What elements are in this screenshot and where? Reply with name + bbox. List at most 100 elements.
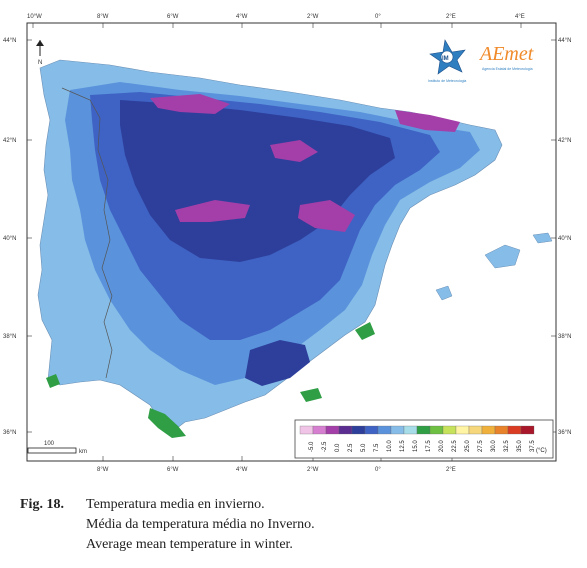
algarve-warm: [46, 374, 60, 388]
central-frost: [175, 200, 250, 222]
caption-line-en: Average mean temperature in winter.: [86, 537, 293, 552]
menorca-island: [532, 232, 553, 244]
scale-label: 100: [44, 441, 55, 447]
legend-label: -5.0: [309, 441, 315, 452]
figure-label: Fig. 18.: [20, 497, 64, 512]
aemet-logo-subtitle: Agencia Estatal de Meteorología: [482, 67, 533, 71]
aemet-logo: AEmet Agencia Estatal de Meteorología: [478, 43, 534, 71]
legend-swatch: [364, 425, 379, 435]
lat-labels-left: 44°N 42°N 40°N 38°N 36°N: [3, 38, 32, 436]
lat-label-right: 42°N: [558, 138, 571, 144]
lon-label-bottom: 0°: [375, 467, 381, 473]
aemet-logo-text: AEmet: [478, 43, 534, 65]
legend-swatch: [442, 425, 457, 435]
legend-swatch: [377, 425, 392, 435]
legend-label: 17.5: [426, 440, 432, 452]
lat-label-right: 36°N: [558, 430, 571, 436]
cantabrian-frost: [150, 94, 230, 114]
lat-label-right: 38°N: [558, 334, 571, 340]
legend-label: 27.5: [478, 440, 484, 452]
legend-swatch: [416, 425, 431, 435]
legend-label: 12.5: [400, 440, 406, 452]
legend-labels: -5.0 -2.5 0.0 2.5 5.0 7.5 10.0 12.5 15.0 17.5 20.0…: [309, 440, 536, 452]
legend-swatch: [507, 425, 522, 435]
legend-swatch: [494, 425, 509, 435]
legend-box: [294, 419, 554, 459]
iberian-frost: [298, 200, 355, 232]
legend-swatch: [299, 425, 314, 435]
lat-label-right: 44°N: [558, 38, 571, 44]
legend-swatch: [403, 425, 418, 435]
legend-label: 2.5: [348, 443, 354, 452]
lon-label-top: 10°W: [27, 14, 42, 20]
south-cold-patch: [245, 340, 310, 386]
legend-label: 32.5: [504, 440, 510, 452]
legend-swatch: [481, 425, 496, 435]
mallorca-island: [484, 244, 521, 269]
caption-line-pt: Média da temperatura média no Inverno.: [86, 517, 315, 532]
lon-label-bottom: 4°W: [236, 467, 248, 473]
legend-label: -2.5: [322, 441, 328, 452]
legend-label: 0.0: [335, 443, 341, 452]
legend-unit: (°C): [536, 448, 547, 454]
legend-swatch: [338, 425, 353, 435]
legend-label: 30.0: [491, 440, 497, 452]
legend-swatch: [325, 425, 340, 435]
lon-label-top: 4°E: [515, 14, 525, 20]
lon-label-bottom: 8°W: [97, 467, 109, 473]
legend-swatch: [520, 425, 535, 435]
scale-bar: 100 km: [27, 441, 87, 455]
lon-label-bottom: 6°W: [167, 467, 179, 473]
legend-swatch: [351, 425, 366, 435]
lon-label-top: 2°W: [307, 14, 319, 20]
lat-label-left: 38°N: [3, 334, 16, 340]
im-logo: IM Instituto de Meteorologia: [428, 39, 466, 83]
im-logo-subtitle: Instituto de Meteorologia: [428, 79, 466, 83]
caption-line-es: Temperatura media en invierno.: [86, 497, 265, 512]
lon-label-top: 0°: [375, 14, 381, 20]
legend-label: 20.0: [439, 440, 445, 452]
legend: -5.0 -2.5 0.0 2.5 5.0 7.5 10.0 12.5 15.0 17.5 20.0…: [294, 419, 554, 459]
legend-swatch: [312, 425, 327, 435]
lon-label-top: 6°W: [167, 14, 179, 20]
legend-label: 7.5: [374, 443, 380, 452]
legend-swatch: [429, 425, 444, 435]
legend-swatch: [468, 425, 483, 435]
north-label: N: [38, 60, 42, 66]
legend-swatch: [390, 425, 405, 435]
im-logo-text: IM: [442, 56, 449, 62]
lat-label-left: 44°N: [3, 38, 16, 44]
lon-label-bottom: 2°E: [446, 467, 456, 473]
cadiz-warm: [148, 408, 186, 438]
pyrenees-frost: [395, 110, 460, 132]
legend-swatches: [299, 425, 535, 435]
iberian-n-frost: [270, 140, 318, 162]
temperature-map: 44°N 42°N 40°N 38°N 36°N 44°N 42°N 40°N 38°N 36°…: [3, 14, 572, 473]
lat-label-right: 40°N: [558, 236, 571, 242]
lat-label-left: 42°N: [3, 138, 16, 144]
legend-label: 22.5: [452, 440, 458, 452]
lon-label-top: 4°W: [236, 14, 248, 20]
lat-label-left: 40°N: [3, 236, 16, 242]
ibiza-island: [435, 285, 453, 301]
legend-label: 37.5: [530, 440, 536, 452]
portugal-border: [61, 87, 113, 379]
lon-label-top: 8°W: [97, 14, 109, 20]
figure-caption: Fig. 18. Temperatura media en invierno. M…: [20, 495, 580, 555]
legend-label: 5.0: [361, 443, 367, 452]
legend-label: 25.0: [465, 440, 471, 452]
legend-label: 10.0: [387, 440, 393, 452]
legend-swatch: [455, 425, 470, 435]
legend-label: 35.0: [517, 440, 523, 452]
lon-labels-top: 10°W 8°W 6°W 4°W 2°W 0° 2°E 4°E: [27, 14, 525, 28]
legend-label: 15.0: [413, 440, 419, 452]
scale-unit: km: [79, 449, 87, 455]
lat-label-left: 36°N: [3, 430, 16, 436]
lat-labels-right: 44°N 42°N 40°N 38°N 36°N: [551, 38, 571, 436]
lon-label-bottom: 2°W: [307, 467, 319, 473]
murcia-warm: [355, 322, 375, 340]
north-arrow-icon: N: [36, 40, 44, 66]
lon-label-top: 2°E: [446, 14, 456, 20]
malaga-warm: [300, 388, 322, 402]
